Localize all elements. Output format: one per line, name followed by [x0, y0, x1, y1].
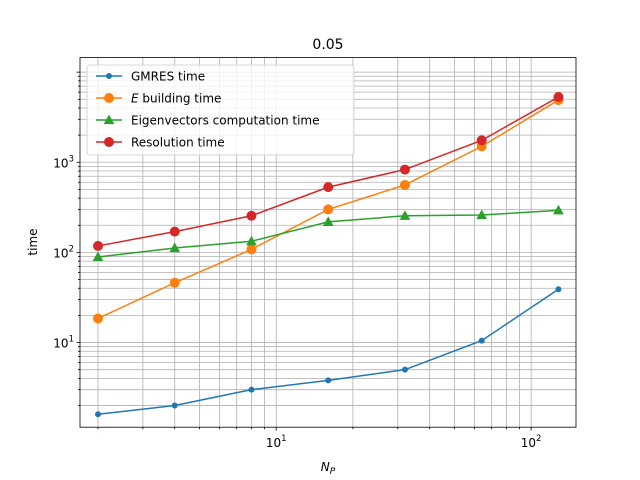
data-point — [169, 226, 180, 237]
data-point — [399, 164, 410, 175]
data-point — [553, 204, 564, 215]
data-point — [553, 91, 564, 102]
data-point — [169, 242, 181, 253]
data-point — [323, 182, 334, 193]
legend-marker — [104, 137, 114, 147]
legend: GMRES time E building time Eigenvectors co… — [86, 64, 355, 156]
data-point — [248, 386, 255, 393]
legend-marker — [103, 114, 115, 125]
data-point — [92, 251, 104, 262]
data-point — [476, 209, 488, 220]
data-point — [555, 286, 562, 293]
axes-frame — [79, 57, 577, 428]
data-point — [92, 313, 103, 324]
y-tick-label: 101 — [53, 335, 74, 351]
y-tick-label: 103 — [53, 154, 74, 170]
data-point — [401, 366, 408, 373]
data-point — [246, 210, 257, 221]
y-axis-label: time — [26, 228, 40, 255]
chart-title: 0.05 — [312, 37, 343, 53]
legend-marker — [106, 73, 112, 79]
data-point — [399, 210, 411, 220]
data-point — [171, 402, 178, 409]
legend-label: GMRES time — [131, 70, 205, 84]
series-3 — [92, 91, 564, 251]
data-point — [94, 411, 101, 418]
data-point — [478, 337, 485, 344]
data-point — [92, 240, 103, 251]
series-layer — [92, 91, 564, 418]
x-tick-label: 101 — [266, 434, 287, 450]
data-point — [325, 377, 332, 384]
legend-marker — [104, 93, 114, 103]
series-2 — [92, 204, 564, 262]
legend-label: E building time — [131, 92, 221, 106]
data-point — [322, 216, 334, 227]
x-axis-label: NP — [321, 460, 336, 477]
x-tick-label: 102 — [521, 434, 542, 450]
data-point — [246, 244, 257, 255]
legend-label: Eigenvectors computation time — [131, 114, 319, 128]
legend-label: Resolution time — [131, 136, 225, 150]
data-point — [476, 135, 487, 146]
data-point — [323, 204, 334, 215]
y-tick-label: 102 — [53, 244, 74, 260]
data-point — [399, 179, 410, 190]
series-0 — [94, 286, 562, 418]
legend-box — [86, 64, 355, 156]
ticks: 101 102 101 102 103 — [53, 71, 542, 450]
data-point — [246, 235, 257, 246]
data-point — [169, 277, 180, 288]
